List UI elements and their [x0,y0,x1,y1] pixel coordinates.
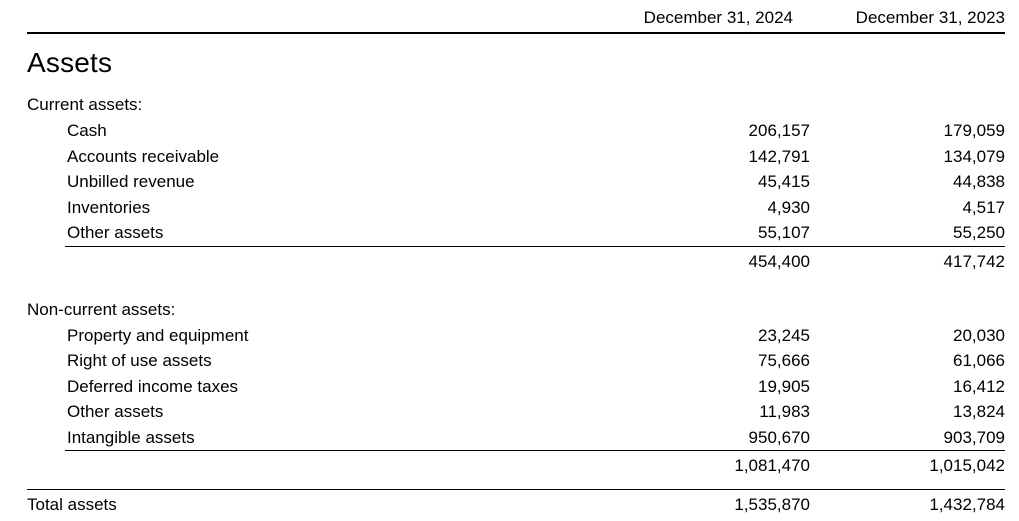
row-value-2023: 903,709 [943,427,1005,447]
row-label: Other assets [67,223,164,242]
row-label: Cash [67,121,107,140]
subtotal-value-2024: 1,081,470 [734,456,810,475]
row-label: Inventories [67,197,151,217]
subtotal-rule [65,450,1005,451]
row-value-2024: 55,107 [758,223,810,242]
total-row: Total assets 1,535,870 1,432,784 [27,493,1005,517]
row-label: Unbilled revenue [67,172,195,191]
page-title: Assets [27,47,113,78]
table-row: Cash 206,157 179,059 [27,118,1005,144]
total-assets-block: Total assets 1,535,870 1,432,784 [27,489,1005,521]
table-row: Unbilled revenue 45,415 44,838 [27,169,1005,195]
row-value-2023: 134,079 [943,146,1005,166]
subtotal-value-2023: 417,742 [943,251,1005,271]
column-header-2024: December 31, 2024 [643,8,793,27]
total-label: Total assets [27,495,117,514]
total-value-2023: 1,432,784 [929,495,1005,514]
row-label: Other assets [67,402,164,421]
subtotal-value-2023: 1,015,042 [929,456,1005,475]
subtotal-rule [65,245,1005,247]
row-value-2024: 23,245 [758,325,810,345]
row-value-2024: 4,930 [767,197,810,217]
total-value-2024: 1,535,870 [734,495,810,514]
table-row: Other assets 55,107 55,250 [27,220,1005,246]
table-row: Inventories 4,930 4,517 [27,195,1005,221]
row-value-2024: 45,415 [758,172,810,191]
row-label: Property and equipment [67,325,249,345]
row-value-2024: 11,983 [759,402,810,421]
row-value-2024: 950,670 [748,427,810,447]
row-value-2024: 142,791 [748,146,810,166]
row-label: Deferred income taxes [67,376,239,396]
subtotal-value-2024: 454,400 [748,251,810,271]
group-label: Non-current assets: [27,299,176,319]
row-value-2024: 75,666 [758,351,810,370]
table-row: Right of use assets 75,666 61,066 [27,348,1005,374]
table-row: Other assets 11,983 13,824 [27,399,1005,425]
row-value-2024: 206,157 [748,121,810,140]
row-value-2023: 179,059 [943,121,1005,140]
row-value-2023: 4,517 [962,197,1005,217]
subtotal-row: 454,400 417,742 [27,247,1005,275]
row-value-2024: 19,905 [758,376,810,396]
non-current-assets-section: Non-current assets: Property and equipme… [27,297,1005,480]
row-value-2023: 13,824 [953,402,1005,421]
row-value-2023: 16,412 [953,376,1005,396]
table-row: Accounts receivable 142,791 134,079 [27,144,1005,170]
row-value-2023: 61,066 [953,351,1005,370]
row-label: Accounts receivable [67,146,220,166]
table-row: Intangible assets 950,670 903,709 [27,425,1005,451]
group-label: Current assets: [27,95,143,114]
column-header-row: December 31, 2024 December 31, 2023 [27,8,1005,34]
table-row: Deferred income taxes 19,905 16,412 [27,374,1005,400]
row-value-2023: 55,250 [953,223,1005,242]
table-row: Property and equipment 23,245 20,030 [27,323,1005,349]
column-header-2023: December 31, 2023 [855,8,1005,27]
subtotal-row: 1,081,470 1,015,042 [27,451,1005,479]
current-assets-section: Current assets: Cash 206,157 179,059 Acc… [27,92,1005,275]
row-value-2023: 44,838 [953,172,1005,191]
row-label: Intangible assets [67,427,195,447]
row-value-2023: 20,030 [953,325,1005,345]
row-label: Right of use assets [67,351,212,370]
